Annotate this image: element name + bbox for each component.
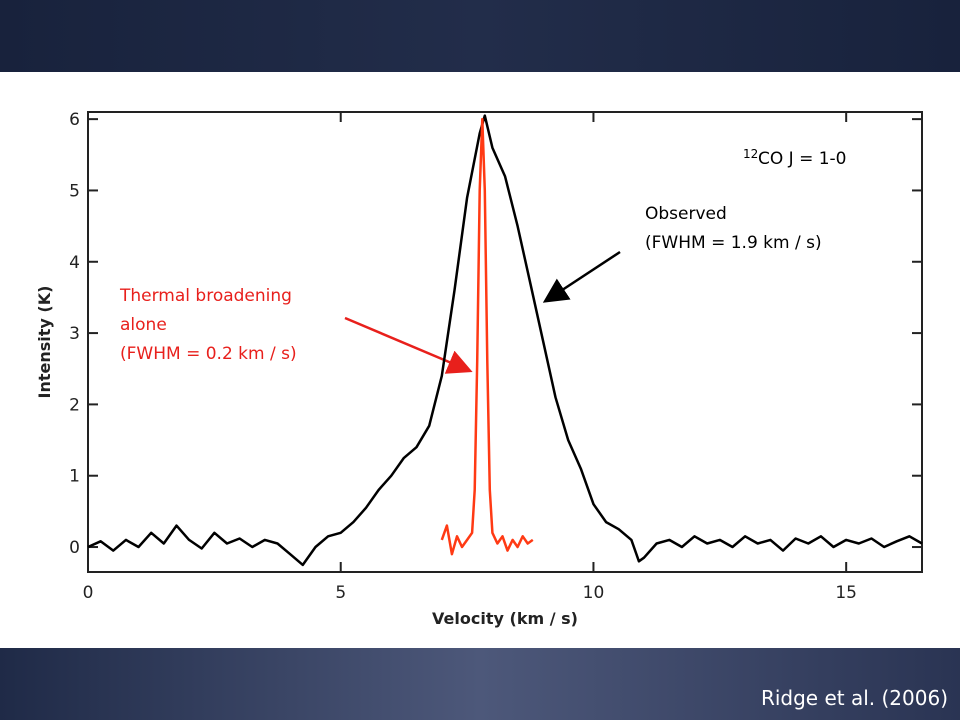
x-tick-label: 0 xyxy=(83,583,94,603)
title-sup: 12 xyxy=(743,147,758,161)
annotation: alone xyxy=(120,315,167,335)
y-axis-label: Intensity (K) xyxy=(35,286,54,399)
series-line xyxy=(440,117,534,556)
chart-title: CO J = 1-0 xyxy=(758,149,847,169)
arrow xyxy=(344,316,473,374)
citation: Ridge et al. (2006) xyxy=(760,686,948,710)
y-tick-label: 1 xyxy=(69,467,80,487)
arrow xyxy=(542,250,621,303)
annotation: (FWHM = 0.2 km / s) xyxy=(120,344,297,364)
top-bar xyxy=(0,0,960,72)
plot-frame xyxy=(87,111,923,573)
y-tick-label: 6 xyxy=(69,110,80,130)
annotation: (FWHM = 1.9 km / s) xyxy=(645,233,822,253)
bottom-bar: Ridge et al. (2006) xyxy=(0,648,960,720)
x-tick-label: 10 xyxy=(583,583,605,603)
annotation: Thermal broadening xyxy=(119,286,292,306)
x-axis-label: Velocity (km / s) xyxy=(432,609,578,628)
y-tick-label: 3 xyxy=(69,324,80,344)
y-tick-label: 2 xyxy=(69,395,80,415)
x-tick-label: 15 xyxy=(835,583,857,603)
y-tick-label: 4 xyxy=(69,253,80,273)
series-line xyxy=(87,114,923,567)
annotation: Observed xyxy=(645,204,727,224)
y-tick-label: 5 xyxy=(69,181,80,201)
x-tick-label: 5 xyxy=(335,583,346,603)
y-tick-label: 0 xyxy=(69,538,80,558)
